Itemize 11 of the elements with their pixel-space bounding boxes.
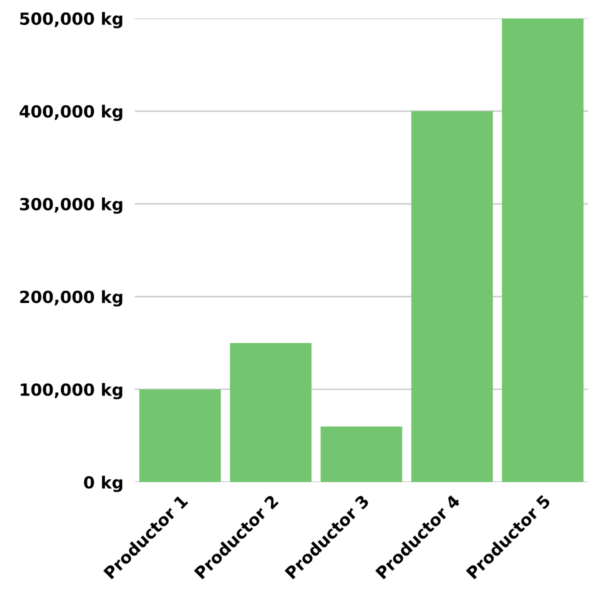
y-tick-label: 100,000 kg	[20, 383, 122, 400]
y-tick-label: 300,000 kg	[20, 198, 122, 214]
bar	[502, 18, 584, 482]
y-tick-label: 200,000 kg	[20, 290, 122, 307]
bar	[411, 111, 493, 482]
y-tick-label: 500,000 kg	[20, 12, 122, 28]
bar	[230, 342, 312, 482]
bar	[320, 426, 402, 482]
y-tick-label: 400,000 kg	[20, 104, 122, 122]
y-tick-label: 0 kg	[84, 476, 122, 492]
bar	[139, 389, 221, 482]
